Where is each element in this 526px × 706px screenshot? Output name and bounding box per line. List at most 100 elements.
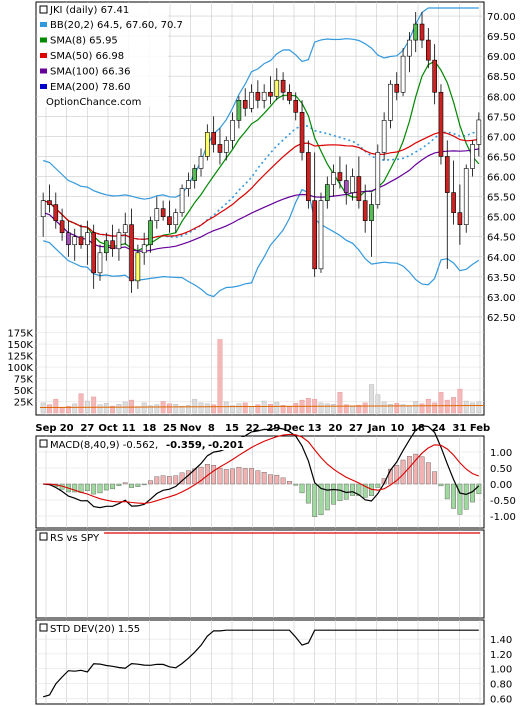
macd-histogram-bar xyxy=(160,475,166,485)
candle-body xyxy=(223,140,229,153)
volume-bar xyxy=(318,402,324,414)
macd-histogram-bar xyxy=(91,483,97,495)
candle-body xyxy=(249,91,254,109)
x-tick-label: 15 xyxy=(225,423,239,434)
volume-bar xyxy=(381,401,387,414)
rs-label: RS vs SPY xyxy=(39,532,100,544)
x-tick-label: Jan xyxy=(367,423,386,434)
candle-body xyxy=(451,192,456,213)
macd-histogram-bar xyxy=(236,466,242,485)
bollinger-lower-line xyxy=(43,188,480,298)
macd-histogram-bar xyxy=(268,474,273,485)
volume-bar xyxy=(387,404,393,414)
volume-bar xyxy=(78,393,84,414)
candle-body xyxy=(324,184,330,201)
candle-body xyxy=(141,244,147,254)
macd-plot xyxy=(43,425,482,517)
macd-histogram-bar xyxy=(312,483,318,517)
candle-body xyxy=(97,252,103,274)
macd-histogram-bar xyxy=(324,483,330,511)
legend-label: SMA(100) 66.36 xyxy=(50,67,131,78)
std-tick-label: 0.80 xyxy=(490,680,512,691)
candle-body xyxy=(217,144,223,153)
volume-bar xyxy=(413,401,419,414)
std-label: STD DEV(20) 1.55 xyxy=(38,621,146,635)
macd-hist-value: -0.201 xyxy=(208,440,244,451)
macd-histogram-bar xyxy=(470,483,475,503)
legend-label: SMA(8) 65.95 xyxy=(50,36,118,47)
legend-label: BB(20,2) 64.5, 67.60, 70.7 xyxy=(50,20,183,31)
volume-tick-label: 75K xyxy=(14,375,34,386)
macd-histogram-bar xyxy=(110,483,116,490)
candle-body xyxy=(356,176,362,201)
candle-body xyxy=(287,91,292,101)
volume-bar xyxy=(185,404,191,414)
x-tick-label: 10 xyxy=(390,423,404,434)
candle-body xyxy=(331,172,336,185)
candle-body xyxy=(198,156,204,169)
volume-tick-label: 25K xyxy=(14,398,34,409)
rs-panel xyxy=(35,529,485,619)
price-tick-label: 66.00 xyxy=(487,173,516,184)
macd-histogram-bar xyxy=(388,468,393,485)
candle-body xyxy=(85,232,90,246)
sma50-line xyxy=(43,131,479,240)
volume-bar xyxy=(154,404,160,414)
macd-histogram-bar xyxy=(261,472,267,485)
volume-bar xyxy=(110,405,116,414)
x-tick-label: 22 xyxy=(246,423,260,434)
macd-histogram-bar xyxy=(255,470,261,485)
candle-body xyxy=(91,232,96,274)
candle-body xyxy=(381,120,387,153)
volume-tick-label: 150K xyxy=(7,340,33,351)
volume-bar xyxy=(438,392,444,414)
volume-tick-label: 50K xyxy=(14,386,34,397)
macd-histogram-bar xyxy=(463,483,469,510)
volume-bar xyxy=(419,403,425,414)
macd-histogram-bar xyxy=(148,480,153,485)
macd-histogram-bar xyxy=(318,483,324,515)
x-tick-label: 8 xyxy=(208,423,215,434)
macd-tick-label: 0.00 xyxy=(490,480,512,491)
price-tick-label: 69.50 xyxy=(487,32,516,43)
volume-bar xyxy=(470,402,475,414)
title-swatch xyxy=(39,5,48,14)
x-tick-label: Nov xyxy=(180,423,202,434)
candle-body xyxy=(476,119,482,145)
volume-bar xyxy=(72,403,78,414)
x-tick-label: 20 xyxy=(328,423,342,434)
indicator-overlays xyxy=(42,7,480,298)
candle-body xyxy=(293,99,299,113)
volume-bar xyxy=(116,404,122,414)
std-tick-label: 1.40 xyxy=(490,635,512,646)
volume-bar xyxy=(331,404,337,414)
macd-tick-label: 1.00 xyxy=(490,448,512,459)
macd-histogram-bar xyxy=(425,462,431,485)
macd-tick-label: -1.00 xyxy=(490,512,516,523)
legend-swatch xyxy=(40,68,47,74)
volume-bar xyxy=(350,405,356,414)
candle-body xyxy=(236,99,242,121)
macd-histogram-bar xyxy=(129,483,134,488)
candle-body xyxy=(407,39,412,57)
macd-title: MACD(8,40,9) -0.562, xyxy=(50,440,158,451)
macd-histogram-bar xyxy=(198,466,204,485)
candle-body xyxy=(444,156,450,193)
candle-body xyxy=(116,232,122,250)
legend-label: EMA(200) 78.60 xyxy=(50,82,130,93)
volume-bar xyxy=(198,402,204,414)
volume-bar xyxy=(173,404,179,414)
candle-body xyxy=(160,208,166,217)
legend-swatch xyxy=(40,37,47,43)
volume-bar xyxy=(166,403,172,414)
candle-body xyxy=(148,220,153,246)
candle-body xyxy=(59,220,65,234)
macd-histogram-bar xyxy=(287,481,292,485)
x-tick-label: 13 xyxy=(308,423,322,434)
volume-bar xyxy=(91,396,97,414)
candle-body xyxy=(400,55,406,93)
price-tick-label: 68.00 xyxy=(487,92,516,103)
macd-histogram-bar xyxy=(444,483,450,500)
volume-bar xyxy=(400,404,406,414)
candlesticks xyxy=(40,12,482,293)
